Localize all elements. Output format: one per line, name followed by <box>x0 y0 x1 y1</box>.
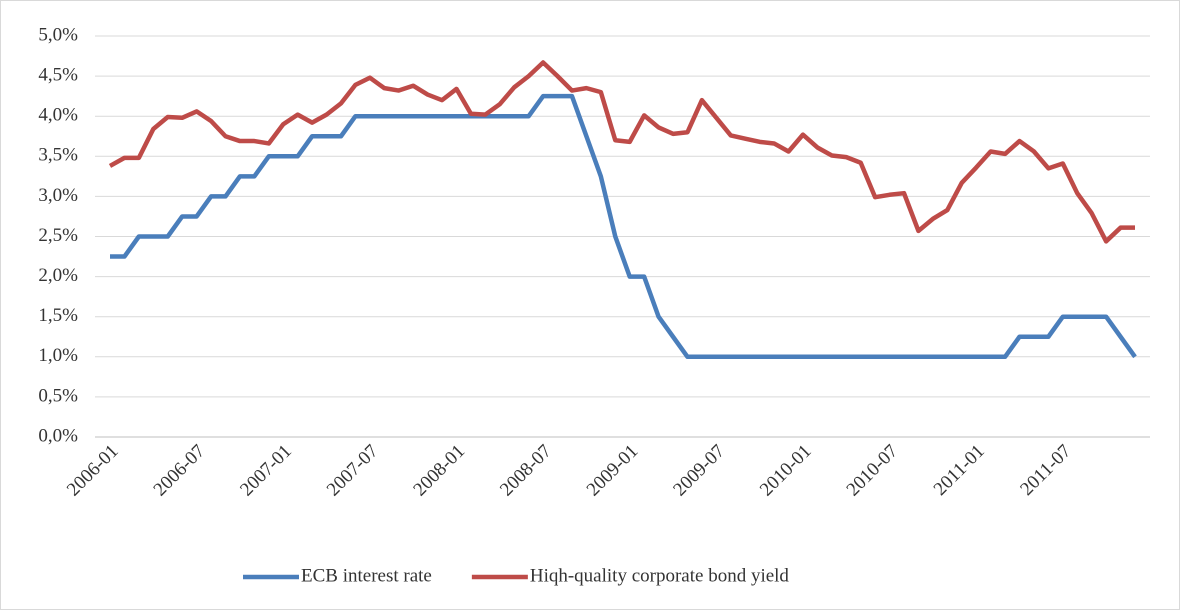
y-tick-label: 1,0% <box>38 345 78 366</box>
y-tick-label: 4,0% <box>38 105 78 126</box>
y-tick-label: 2,0% <box>38 265 78 286</box>
line-series <box>110 93 1137 360</box>
legend-label: Hiqh-quality corporate bond yield <box>530 565 790 586</box>
y-tick-label: 3,5% <box>38 145 78 166</box>
y-tick-label: 3,0% <box>38 185 78 206</box>
y-tick-label: 2,5% <box>38 225 78 246</box>
line-series <box>108 60 1135 244</box>
legend-label: ECB interest rate <box>301 565 432 586</box>
y-tick-label: 5,0% <box>38 24 78 45</box>
y-tick-label: 0,5% <box>38 385 78 406</box>
y-tick-label: 4,5% <box>38 64 78 85</box>
y-tick-label: 0,0% <box>38 425 78 446</box>
y-tick-label: 1,5% <box>38 305 78 326</box>
